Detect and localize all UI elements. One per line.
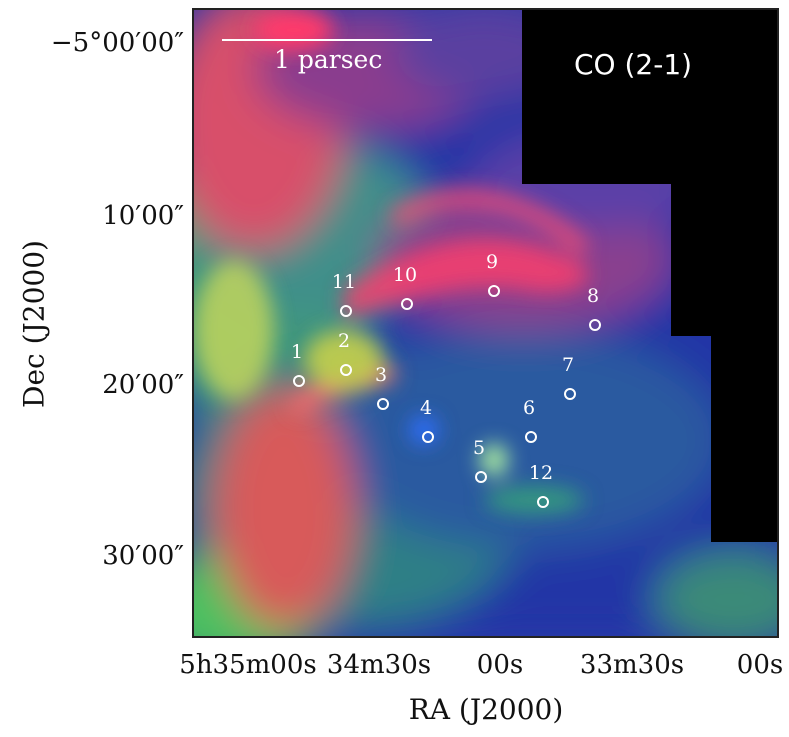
source-label-7: 7 (561, 354, 575, 376)
rgb-image-panel (192, 8, 779, 638)
source-label-1: 1 (290, 341, 304, 363)
line-label: CO (2-1) (574, 48, 693, 81)
source-marker-6 (525, 431, 537, 443)
composite-map-image (194, 10, 777, 636)
source-marker-7 (564, 388, 576, 400)
x-tick-label: 00s (476, 650, 524, 680)
source-label-9: 9 (485, 251, 499, 273)
y-tick-label: −5°00′00″ (50, 28, 184, 58)
source-marker-11 (340, 305, 352, 317)
x-tick-label: 34m30s (326, 650, 432, 680)
source-label-2: 2 (337, 330, 351, 352)
source-marker-10 (401, 298, 413, 310)
source-marker-3 (377, 398, 389, 410)
source-label-6: 6 (522, 397, 536, 419)
scale-bar-label: 1 parsec (274, 45, 383, 74)
x-axis-label: RA (J2000) (408, 693, 564, 726)
source-marker-2 (340, 364, 352, 376)
source-label-10: 10 (392, 264, 418, 286)
source-marker-1 (293, 375, 305, 387)
source-marker-8 (589, 319, 601, 331)
x-tick-label: 5h35m00s (179, 650, 317, 680)
y-axis-label: Dec (J2000) (17, 240, 51, 408)
source-marker-4 (422, 431, 434, 443)
source-marker-5 (475, 471, 487, 483)
source-marker-12 (537, 496, 549, 508)
source-label-4: 4 (419, 397, 433, 419)
y-tick-label: 10′00″ (102, 201, 184, 231)
source-label-5: 5 (472, 437, 486, 459)
x-tick-label: 33m30s (579, 650, 685, 680)
source-label-12: 12 (528, 462, 554, 484)
source-marker-9 (488, 285, 500, 297)
source-label-8: 8 (586, 285, 600, 307)
source-label-11: 11 (331, 271, 357, 293)
y-tick-label: 30′00″ (102, 541, 184, 571)
x-tick-label: 00s (736, 650, 784, 680)
y-tick-label: 20′00″ (102, 370, 184, 400)
source-label-3: 3 (374, 364, 388, 386)
